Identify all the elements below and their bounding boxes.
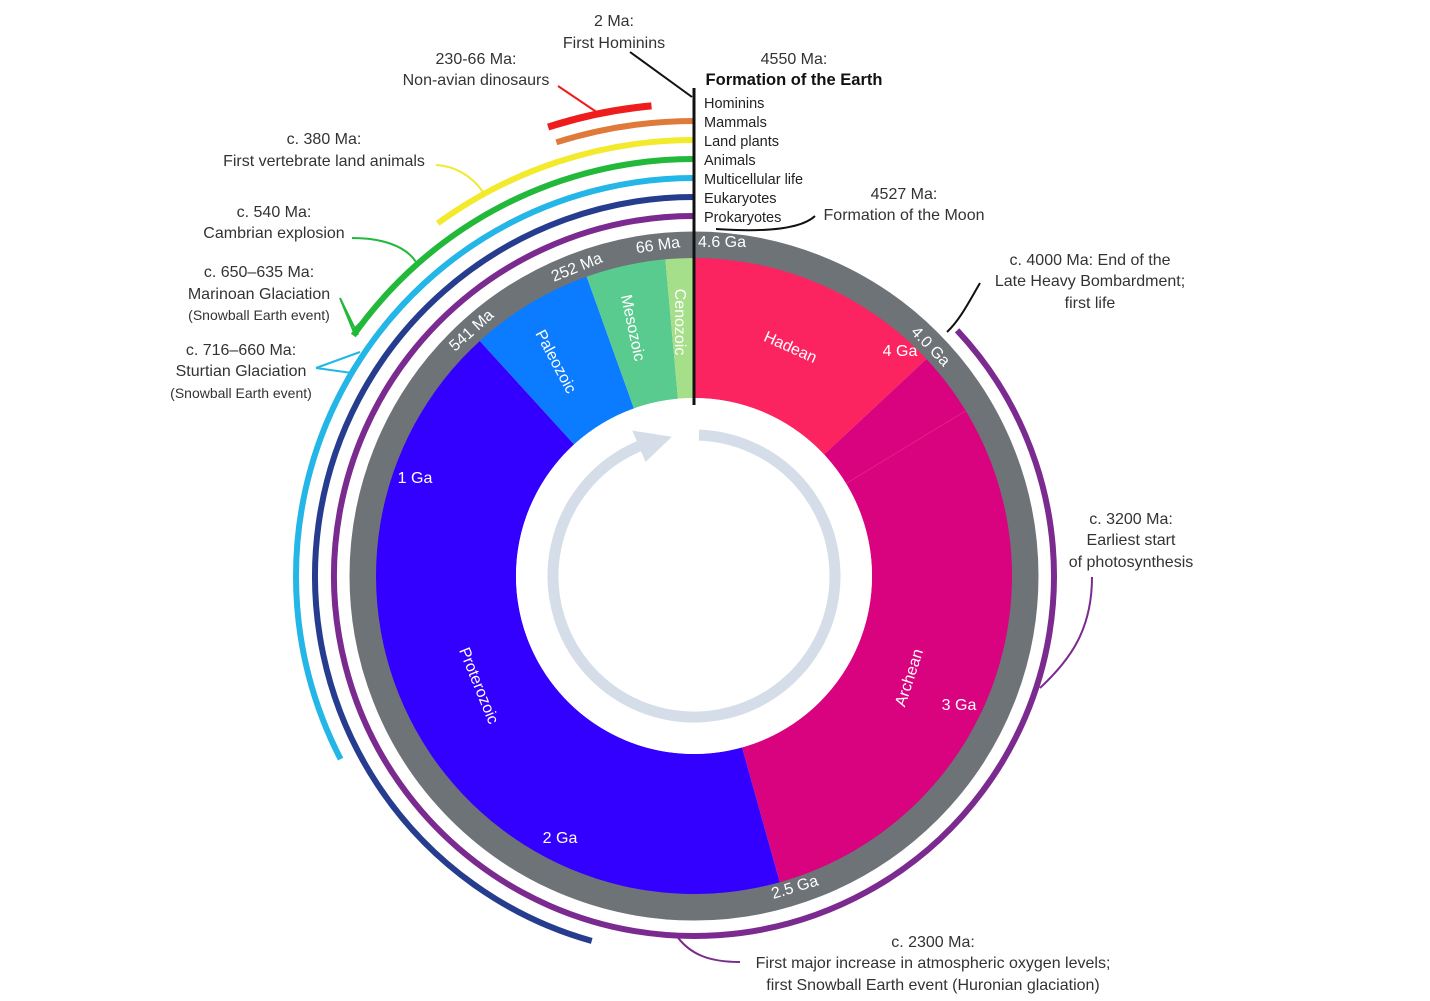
annotation-marinoan-note: (Snowball Earth event) (188, 307, 330, 323)
era-sector-hadean (694, 258, 927, 455)
annotation-oxygen-line2: First major increase in atmospheric oxyg… (756, 955, 1111, 972)
annotation-marinoan-text: Marinoan Glaciation (188, 286, 330, 303)
annotation-bombardment-line3: first life (1065, 295, 1116, 312)
annotation-hominins-text: First Hominins (563, 35, 665, 52)
annotation-dinosaurs-text: Non-avian dinosaurs (403, 72, 550, 89)
era-sector-archean (742, 358, 1012, 883)
life-arc-land-plants (435, 137, 694, 226)
life-arc-non-avian-dinosaurs (547, 102, 652, 131)
annotation-oxygen-line3: first Snowball Earth event (Huronian gla… (766, 977, 1100, 994)
leader-photosynthesis (1039, 576, 1093, 689)
leader-bombardment (946, 282, 981, 333)
ring-label-66ma: 66 Ma (635, 234, 682, 257)
leader-cambrian (351, 237, 417, 263)
inner-label-1ga: 1 Ga (398, 470, 433, 487)
annotation-sturtian-note: (Snowball Earth event) (170, 385, 312, 401)
life-arc-prokaryotes (331, 213, 1057, 939)
leader-dinosaurs (557, 85, 599, 114)
annotation-bombardment-line2: Late Heavy Bombardment; (995, 273, 1185, 290)
annotation-earth-date: 4550 Ma: (761, 51, 828, 68)
center-disc (516, 398, 872, 754)
annotation-cambrian-text: Cambrian explosion (203, 225, 344, 242)
era-sector-cenozoic (665, 258, 694, 399)
life-arc-multicellular-life (293, 175, 694, 761)
annotation-photosynthesis-line2: Earliest start (1087, 532, 1176, 549)
arrow-ring (547, 429, 841, 723)
annotation-moon-text: Formation of the Moon (824, 207, 985, 224)
leader-marinoan (339, 297, 361, 336)
annotation-photosynthesis-date: c. 3200 Ma: (1089, 511, 1173, 528)
annotation-bombardment-line1: c. 4000 Ma: End of the (1010, 252, 1171, 269)
life-arc-animals (350, 156, 694, 338)
annotation-marinoan-date: c. 650–635 Ma: (204, 264, 314, 281)
legend-land-plants: Land plants (704, 134, 779, 150)
era-sector-paleozoic (479, 276, 634, 445)
annotation-sturtian-date: c. 716–660 Ma: (186, 342, 296, 359)
archean-subdivision-line (845, 410, 966, 484)
annotation-cambrian-date: c. 540 Ma: (237, 204, 312, 221)
legend-eukaryotes: Eukaryotes (704, 191, 777, 207)
annotation-sturtian-text: Sturtian Glaciation (176, 363, 307, 380)
legend-animals: Animals (704, 153, 756, 169)
arrow-head-icon (632, 430, 672, 462)
annotation-vertebrates-date: c. 380 Ma: (287, 131, 362, 148)
inner-label-2ga: 2 Ga (543, 830, 578, 847)
annotation-hominins-date: 2 Ma: (594, 13, 634, 30)
era-sector-proterozoic (376, 340, 780, 894)
life-arc-eukaryotes (312, 194, 694, 944)
ring-label-4.6ga: 4.6 Ga (698, 234, 746, 251)
leader-hominins (629, 51, 693, 98)
leader-oxygen (675, 934, 741, 963)
era-sector-mesozoic (586, 259, 678, 409)
annotation-earth-text: Formation of the Earth (706, 71, 883, 89)
annotation-dinosaurs-date: 230-66 Ma: (436, 51, 517, 68)
era-label-cenozoic: Cenozoic (671, 289, 688, 356)
legend-hominins: Hominins (704, 96, 764, 112)
legend-mammals: Mammals (704, 115, 767, 131)
annotation-vertebrates-text: First vertebrate land animals (223, 153, 425, 170)
annotation-photosynthesis-line3: of photosynthesis (1069, 554, 1194, 571)
era-sectors (376, 258, 1012, 894)
annotation-oxygen-date: c. 2300 Ma: (891, 934, 975, 951)
legend-multicellular: Multicellular life (704, 172, 803, 188)
leader-vertebrates (435, 164, 484, 193)
legend-prokaryotes: Prokaryotes (704, 210, 781, 226)
life-arc-mammals (555, 118, 694, 146)
annotation-moon-date: 4527 Ma: (871, 186, 938, 203)
leader-sturtian (315, 351, 361, 374)
leader-moon (715, 215, 816, 232)
inner-label-3ga: 3 Ga (942, 697, 977, 714)
inner-label-4ga: 4 Ga (883, 343, 918, 360)
clockwise-arrow-icon (547, 429, 841, 723)
